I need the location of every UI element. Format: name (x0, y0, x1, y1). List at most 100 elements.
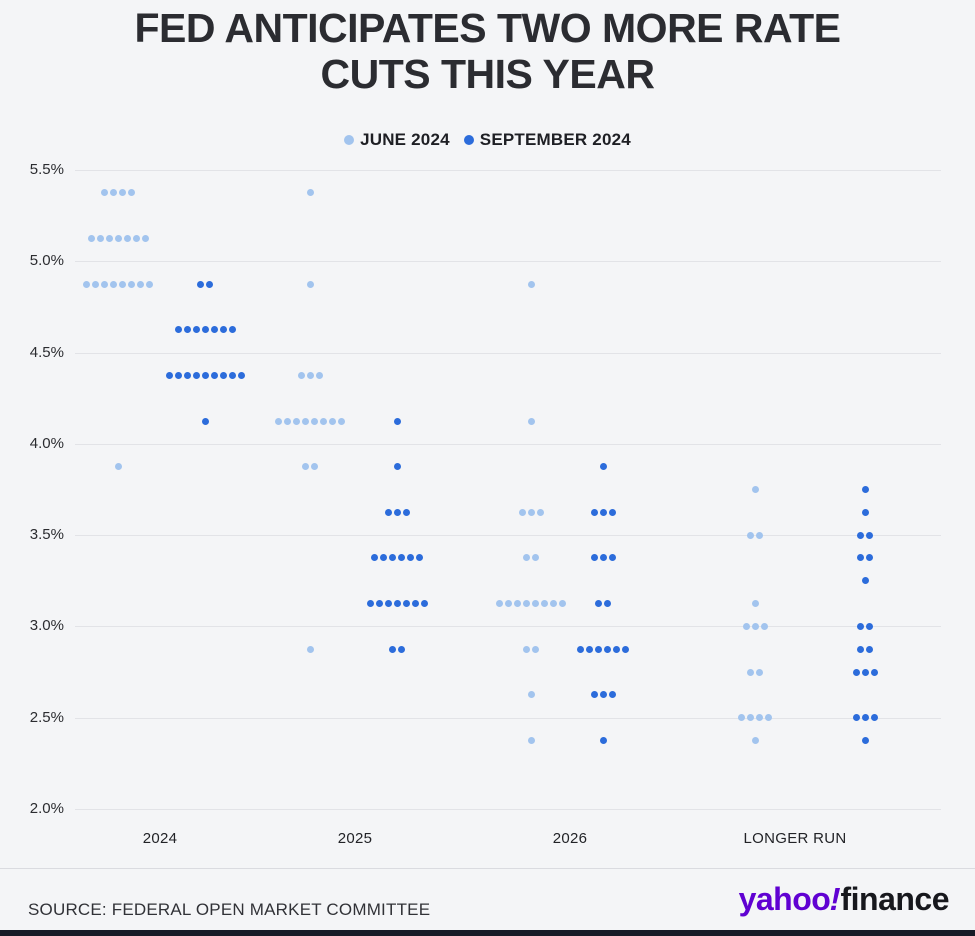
gridline (75, 170, 941, 171)
dot-june-2024 (765, 714, 772, 722)
dot-september-2024 (219, 326, 227, 334)
dot-september-2024 (861, 508, 869, 516)
dot-september-2024 (866, 531, 873, 539)
dot-september-2024 (407, 554, 414, 562)
y-axis-tick-label: 5.5% (29, 161, 64, 178)
chart-title: FED ANTICIPATES TWO MORE RATE CUTS THIS … (0, 5, 975, 98)
y-axis-tick-label: 4.0% (29, 434, 64, 452)
dot-september-2024 (608, 691, 616, 699)
dot-june-2024 (747, 714, 754, 722)
dot-september-2024 (599, 508, 607, 516)
dot-june-2024 (110, 189, 117, 197)
dot-june-2024 (306, 645, 314, 653)
dot-june-2024 (306, 189, 314, 197)
dot-june-2024 (532, 600, 539, 608)
dot-june-2024 (114, 463, 122, 471)
dot-june-2024 (146, 280, 153, 288)
dot-june-2024 (523, 600, 530, 608)
dot-september-2024 (857, 622, 864, 630)
dot-june-2024 (527, 691, 535, 699)
dot-june-2024 (751, 600, 759, 608)
dot-september-2024 (866, 622, 873, 630)
dot-september-2024 (389, 645, 396, 653)
dot-june-2024 (101, 280, 108, 288)
dot-september-2024 (861, 714, 869, 722)
x-axis-label-2026: 2026 (552, 830, 588, 847)
dot-september-2024 (402, 508, 410, 516)
dot-june-2024 (311, 417, 318, 425)
dot-september-2024 (393, 508, 401, 516)
dot-september-2024 (201, 417, 209, 425)
dot-june-2024 (527, 280, 535, 288)
dot-september-2024 (870, 714, 878, 722)
dot-june-2024 (128, 189, 135, 197)
yahoo-finance-logo: yahoo!finance (738, 881, 950, 918)
x-axis-label-longer-run: LONGER RUN (743, 830, 847, 847)
dot-september-2024 (210, 326, 218, 334)
dot-september-2024 (174, 371, 182, 379)
dot-september-2024 (599, 554, 607, 562)
dot-june-2024 (110, 280, 117, 288)
dot-september-2024 (622, 645, 629, 653)
dot-september-2024 (384, 600, 392, 608)
dot-june-2024 (320, 417, 327, 425)
y-axis-tick-label: 3.5% (29, 526, 64, 544)
dot-september-2024 (371, 554, 378, 562)
legend-item-september-2024: SEPTEMBER 2024 (463, 130, 631, 150)
y-axis-tick-label: 4.5% (29, 343, 64, 361)
dot-june-2024 (505, 600, 512, 608)
dot-june-2024 (747, 531, 754, 539)
gridline (75, 626, 941, 628)
dot-september-2024 (411, 600, 419, 608)
dot-september-2024 (210, 371, 218, 379)
dot-september-2024 (604, 600, 611, 608)
legend: JUNE 2024 SEPTEMBER 2024 (0, 130, 975, 150)
dot-september-2024 (366, 600, 374, 608)
dot-september-2024 (393, 463, 401, 471)
dot-june-2024 (559, 600, 566, 608)
gridline (75, 809, 941, 810)
dot-september-2024 (183, 371, 191, 379)
dot-june-2024 (496, 600, 503, 608)
dot-june-2024 (119, 189, 126, 197)
dot-september-2024 (402, 600, 410, 608)
logo-finance-text: finance (840, 881, 949, 917)
bottom-bar (0, 930, 975, 936)
dot-june-2024 (527, 417, 535, 425)
dot-june-2024 (523, 554, 530, 562)
dot-september-2024 (608, 554, 616, 562)
logo-yahoo-text: yahoo (738, 881, 831, 917)
source-caption: SOURCE: FEDERAL OPEN MARKET COMMITTEE (28, 900, 431, 919)
dot-june-2024 (514, 600, 521, 608)
x-axis-label-2025: 2025 (337, 830, 373, 847)
dot-june-2024 (92, 280, 99, 288)
dot-september-2024 (590, 554, 598, 562)
dot-september-2024 (393, 417, 401, 425)
dot-september-2024 (590, 508, 598, 516)
legend-label-june-2024: JUNE 2024 (360, 130, 450, 149)
dot-september-2024 (595, 645, 602, 653)
dot-september-2024 (201, 371, 209, 379)
dot-september-2024 (861, 486, 869, 493)
dot-september-2024 (228, 371, 236, 379)
dot-june-2024 (315, 371, 323, 379)
dot-june-2024 (123, 234, 131, 242)
gridline (75, 717, 941, 719)
dot-september-2024 (866, 554, 873, 562)
y-axis-tick-label: 2.0% (29, 800, 64, 817)
dot-june-2024 (329, 417, 336, 425)
dot-september-2024 (420, 600, 428, 608)
dot-june-2024 (338, 417, 345, 425)
june-2024-dot-icon (344, 135, 355, 145)
dot-september-2024 (857, 645, 864, 653)
dot-september-2024 (861, 737, 869, 745)
dot-june-2024 (306, 371, 314, 379)
dot-september-2024 (219, 371, 227, 379)
dot-june-2024 (536, 508, 544, 516)
dot-september-2024 (870, 668, 878, 676)
dot-september-2024 (852, 668, 860, 676)
dot-september-2024 (237, 371, 245, 379)
dot-september-2024 (861, 577, 869, 585)
dot-june-2024 (532, 645, 539, 653)
